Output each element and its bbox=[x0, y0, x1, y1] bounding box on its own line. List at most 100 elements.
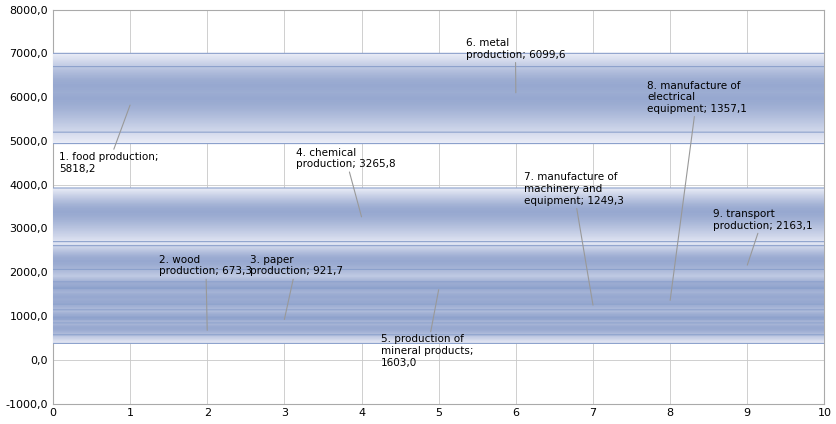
Ellipse shape bbox=[0, 248, 836, 278]
Ellipse shape bbox=[0, 309, 836, 328]
Ellipse shape bbox=[0, 192, 836, 239]
Ellipse shape bbox=[0, 305, 836, 333]
Ellipse shape bbox=[0, 281, 836, 292]
Ellipse shape bbox=[0, 296, 836, 309]
Ellipse shape bbox=[0, 55, 836, 130]
Ellipse shape bbox=[0, 279, 836, 294]
Ellipse shape bbox=[0, 246, 836, 281]
Ellipse shape bbox=[0, 304, 836, 335]
Ellipse shape bbox=[0, 86, 836, 113]
Ellipse shape bbox=[0, 272, 836, 305]
Ellipse shape bbox=[0, 250, 836, 276]
Ellipse shape bbox=[0, 313, 836, 321]
Ellipse shape bbox=[0, 320, 836, 340]
Ellipse shape bbox=[0, 307, 836, 331]
Ellipse shape bbox=[0, 194, 836, 236]
Ellipse shape bbox=[0, 296, 836, 310]
Ellipse shape bbox=[0, 249, 836, 276]
Ellipse shape bbox=[0, 256, 836, 266]
Ellipse shape bbox=[0, 59, 836, 123]
Ellipse shape bbox=[0, 245, 836, 284]
Ellipse shape bbox=[0, 67, 836, 111]
Ellipse shape bbox=[0, 78, 836, 125]
Ellipse shape bbox=[0, 196, 836, 233]
Ellipse shape bbox=[0, 79, 836, 124]
Ellipse shape bbox=[0, 287, 836, 311]
Ellipse shape bbox=[0, 310, 836, 326]
Ellipse shape bbox=[0, 69, 836, 139]
Ellipse shape bbox=[0, 318, 836, 342]
Ellipse shape bbox=[0, 68, 836, 141]
Ellipse shape bbox=[0, 323, 836, 335]
Ellipse shape bbox=[0, 294, 836, 312]
Ellipse shape bbox=[0, 66, 836, 113]
Ellipse shape bbox=[0, 304, 836, 334]
Ellipse shape bbox=[0, 276, 836, 299]
Ellipse shape bbox=[0, 308, 836, 329]
Ellipse shape bbox=[0, 293, 836, 314]
Ellipse shape bbox=[0, 312, 836, 323]
Ellipse shape bbox=[0, 292, 836, 303]
Ellipse shape bbox=[0, 318, 836, 343]
Ellipse shape bbox=[0, 273, 836, 305]
Ellipse shape bbox=[0, 322, 836, 337]
Ellipse shape bbox=[0, 287, 836, 310]
Ellipse shape bbox=[0, 75, 836, 130]
Ellipse shape bbox=[0, 284, 836, 316]
Ellipse shape bbox=[0, 319, 836, 341]
Ellipse shape bbox=[0, 286, 836, 313]
Ellipse shape bbox=[0, 242, 836, 288]
Ellipse shape bbox=[0, 290, 836, 318]
Ellipse shape bbox=[0, 54, 836, 131]
Ellipse shape bbox=[0, 314, 836, 320]
Ellipse shape bbox=[0, 204, 836, 220]
Ellipse shape bbox=[0, 325, 836, 332]
Ellipse shape bbox=[0, 91, 836, 106]
Ellipse shape bbox=[0, 276, 836, 300]
Ellipse shape bbox=[0, 313, 836, 321]
Ellipse shape bbox=[0, 57, 836, 126]
Ellipse shape bbox=[0, 298, 836, 306]
Ellipse shape bbox=[0, 306, 836, 332]
Ellipse shape bbox=[0, 78, 836, 126]
Ellipse shape bbox=[0, 253, 836, 271]
Ellipse shape bbox=[0, 292, 836, 304]
Ellipse shape bbox=[0, 322, 836, 336]
Ellipse shape bbox=[0, 318, 836, 342]
Ellipse shape bbox=[0, 293, 836, 301]
Ellipse shape bbox=[0, 56, 836, 127]
Ellipse shape bbox=[0, 298, 836, 305]
Ellipse shape bbox=[0, 289, 836, 308]
Ellipse shape bbox=[0, 285, 836, 314]
Ellipse shape bbox=[0, 243, 836, 287]
Ellipse shape bbox=[0, 250, 836, 276]
Ellipse shape bbox=[0, 293, 836, 302]
Ellipse shape bbox=[0, 69, 836, 107]
Ellipse shape bbox=[0, 290, 836, 319]
Ellipse shape bbox=[0, 290, 836, 307]
Ellipse shape bbox=[0, 274, 836, 303]
Ellipse shape bbox=[0, 296, 836, 308]
Ellipse shape bbox=[0, 313, 836, 321]
Ellipse shape bbox=[0, 323, 836, 335]
Ellipse shape bbox=[0, 286, 836, 312]
Ellipse shape bbox=[0, 321, 836, 337]
Ellipse shape bbox=[0, 253, 836, 271]
Ellipse shape bbox=[0, 282, 836, 318]
Ellipse shape bbox=[0, 306, 836, 332]
Ellipse shape bbox=[0, 70, 836, 138]
Ellipse shape bbox=[0, 324, 836, 332]
Ellipse shape bbox=[0, 197, 836, 232]
Ellipse shape bbox=[0, 244, 836, 284]
Ellipse shape bbox=[0, 249, 836, 277]
Ellipse shape bbox=[0, 188, 836, 245]
Ellipse shape bbox=[0, 84, 836, 116]
Ellipse shape bbox=[0, 253, 836, 271]
Ellipse shape bbox=[0, 254, 836, 270]
Ellipse shape bbox=[0, 69, 836, 140]
Ellipse shape bbox=[0, 195, 836, 235]
Ellipse shape bbox=[0, 283, 836, 317]
Ellipse shape bbox=[0, 312, 836, 322]
Ellipse shape bbox=[0, 242, 836, 289]
Ellipse shape bbox=[0, 278, 836, 296]
